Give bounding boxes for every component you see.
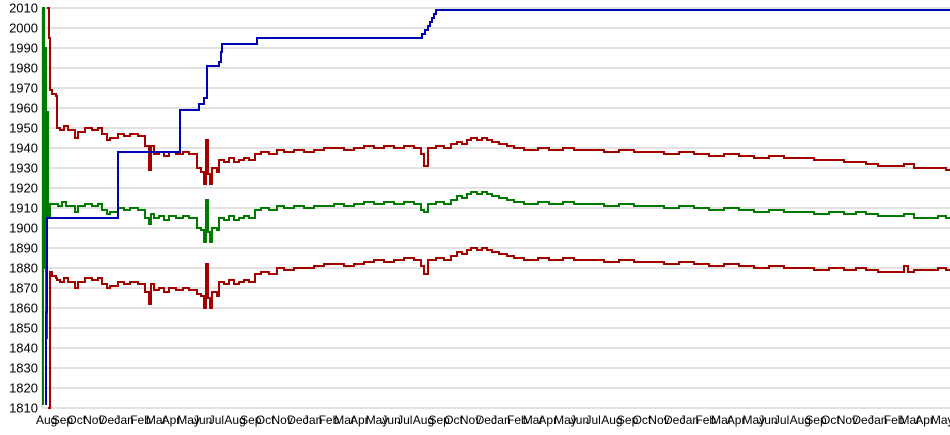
y-tick-label: 2010 [9, 1, 38, 16]
x-tick-label: Apr [162, 413, 181, 427]
x-tick-label: Apr [350, 413, 369, 427]
x-tick-label: Dec [287, 413, 308, 427]
y-tick-label: 1990 [9, 41, 38, 56]
x-tick-label: Mar [334, 413, 355, 427]
y-tick-label: 1970 [9, 81, 38, 96]
y-tick-label: 1880 [9, 261, 38, 276]
y-tick-label: 1900 [9, 221, 38, 236]
x-tick-label: Jan [303, 413, 322, 427]
x-tick-label: Sep [52, 413, 74, 427]
x-tick-label: Aug [413, 413, 434, 427]
x-tick-label: Feb [884, 413, 905, 427]
x-tick-label: Nov [837, 413, 858, 427]
x-tick-label: Sep [805, 413, 827, 427]
x-tick-label: Nov [83, 413, 104, 427]
x-tick-label: Sep [617, 413, 639, 427]
y-tick-label: 1960 [9, 101, 38, 116]
x-tick-label: Aug [601, 413, 622, 427]
y-tick-label: 1860 [9, 301, 38, 316]
x-tick-label: Jul [397, 413, 412, 427]
x-tick-label: Mar [146, 413, 167, 427]
x-tick-label: Aug [790, 413, 811, 427]
x-tick-label: Nov [460, 413, 481, 427]
x-tick-label: Jul [774, 413, 789, 427]
x-tick-label: Apr [727, 413, 746, 427]
series-upper-band [47, 7, 950, 185]
y-tick-label: 1830 [9, 361, 38, 376]
x-tick-label: Nov [648, 413, 669, 427]
y-tick-label: 1930 [9, 161, 38, 176]
x-tick-label: Apr [538, 413, 557, 427]
x-tick-label: Jan [868, 413, 887, 427]
x-tick-label: Oct [821, 413, 840, 427]
x-tick-label: Sep [240, 413, 262, 427]
x-tick-label: Jun [193, 413, 212, 427]
x-tick-label: Jan [491, 413, 510, 427]
y-tick-label: 1820 [9, 381, 38, 396]
x-tick-label: Dec [476, 413, 497, 427]
x-tick-label: May [366, 413, 389, 427]
x-tick-label: Sep [429, 413, 451, 427]
y-tick-label: 1980 [9, 61, 38, 76]
y-tick-label: 1950 [9, 121, 38, 136]
x-tick-label: Jun [570, 413, 589, 427]
x-tick-label: Nov [272, 413, 293, 427]
x-tick-label: Feb [695, 413, 716, 427]
x-tick-label: Dec [852, 413, 873, 427]
x-tick-label: May [554, 413, 577, 427]
x-tick-label: Aug [224, 413, 245, 427]
x-tick-label: Dec [99, 413, 120, 427]
x-tick-label: May [743, 413, 766, 427]
series-peak-rating [45, 9, 950, 405]
x-tick-label: Oct [633, 413, 652, 427]
y-tick-label: 1890 [9, 241, 38, 256]
x-tick-label: Oct [67, 413, 86, 427]
x-tick-label: Mar [711, 413, 732, 427]
x-tick-label: May [931, 413, 950, 427]
x-tick-label: Jun [758, 413, 777, 427]
x-tick-label: Dec [664, 413, 685, 427]
y-tick-label: 1940 [9, 141, 38, 156]
x-tick-label: Feb [130, 413, 151, 427]
x-tick-label: Mar [523, 413, 544, 427]
y-tick-label: 1850 [9, 321, 38, 336]
series-rating [42, 7, 950, 405]
y-tick-label: 1810 [9, 401, 38, 416]
x-tick-label: Jul [586, 413, 601, 427]
x-tick-label: Jul [209, 413, 224, 427]
x-tick-label: Feb [507, 413, 528, 427]
x-tick-label: Jan [680, 413, 699, 427]
x-tick-label: May [177, 413, 200, 427]
x-tick-label: Jun [381, 413, 400, 427]
x-tick-label: Aug [36, 413, 57, 427]
x-tick-label: Apr [915, 413, 934, 427]
y-tick-label: 1870 [9, 281, 38, 296]
x-tick-label: Jan [115, 413, 134, 427]
y-tick-label: 1910 [9, 201, 38, 216]
y-tick-label: 1840 [9, 341, 38, 356]
x-tick-label: Feb [319, 413, 340, 427]
y-tick-label: 1920 [9, 181, 38, 196]
series-lower-band [48, 247, 950, 409]
y-tick-label: 2000 [9, 21, 38, 36]
x-tick-label: Oct [256, 413, 275, 427]
x-tick-label: Oct [444, 413, 463, 427]
x-tick-label: Mar [900, 413, 921, 427]
